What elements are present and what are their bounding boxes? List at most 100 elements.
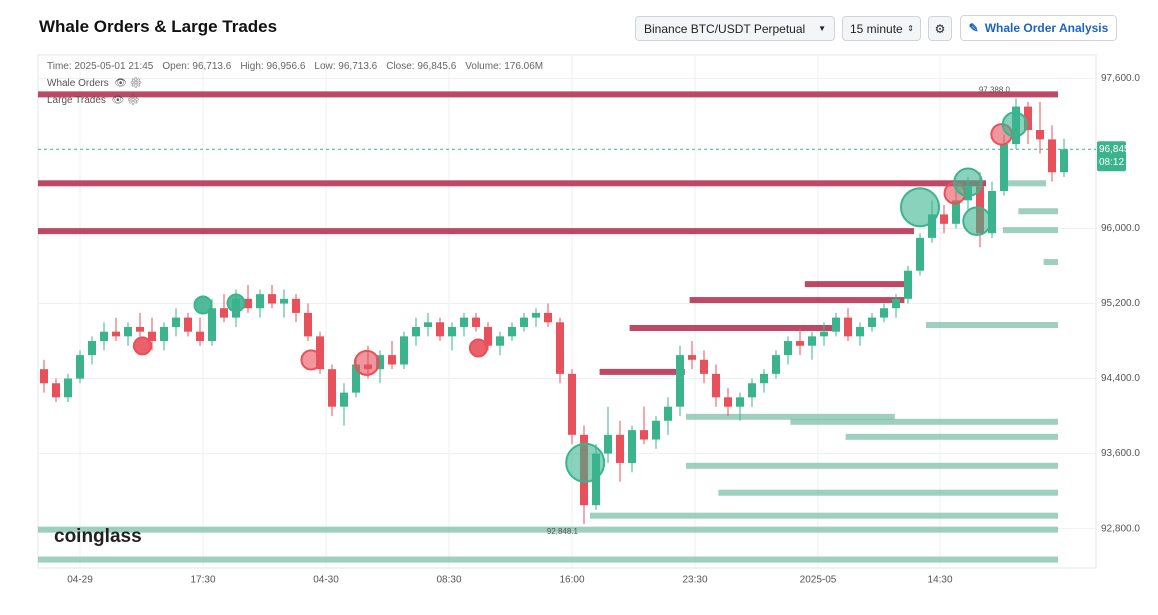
whale-order bbox=[718, 489, 1058, 496]
whale-order bbox=[926, 322, 1058, 329]
candle-body bbox=[676, 355, 684, 407]
candle-body bbox=[376, 355, 384, 370]
candle-body bbox=[688, 355, 696, 360]
large-trade bbox=[226, 293, 246, 313]
x-tick-label: 23:30 bbox=[682, 575, 707, 586]
candle-body bbox=[88, 341, 96, 356]
exchange-select[interactable]: Binance BTC/USDT Perpetual ▼ bbox=[635, 16, 835, 41]
large-trade bbox=[193, 295, 213, 315]
candle-body bbox=[172, 317, 180, 327]
whale-order bbox=[790, 418, 1058, 425]
candle-body bbox=[712, 373, 720, 398]
candle-body bbox=[184, 317, 192, 332]
candle-body bbox=[460, 317, 468, 327]
whale-order bbox=[1002, 227, 1058, 234]
caret: ⇕ bbox=[907, 24, 914, 33]
candle-body bbox=[520, 317, 528, 327]
candle-body bbox=[628, 430, 636, 463]
candle-body bbox=[412, 326, 420, 337]
info-item: Time: 2025-05-01 21:45 bbox=[47, 61, 154, 72]
candle-body bbox=[448, 326, 456, 337]
candle-body bbox=[760, 373, 768, 384]
extreme-label: 97,388.0 bbox=[979, 85, 1011, 94]
candle-body bbox=[1060, 149, 1068, 173]
gear-icon: ⚙ bbox=[934, 21, 946, 36]
whale-order bbox=[845, 433, 1058, 440]
whale-order bbox=[38, 556, 1058, 563]
analysis-button[interactable]: ✎ Whale Order Analysis bbox=[960, 15, 1117, 41]
y-tick-label: 97,600.0 bbox=[1101, 73, 1140, 84]
large-trade bbox=[962, 206, 992, 236]
layer-name: Large Trades bbox=[47, 95, 106, 106]
whale-order bbox=[1018, 208, 1058, 215]
info-item: Open: 96,713.6 bbox=[162, 61, 232, 72]
candle-body bbox=[304, 312, 312, 337]
candle-body bbox=[568, 373, 576, 435]
exchange-label: Binance BTC/USDT Perpetual bbox=[644, 21, 806, 36]
candle-body bbox=[820, 331, 828, 337]
candle-body bbox=[280, 298, 288, 304]
caret: ▼ bbox=[818, 24, 826, 33]
candle-body bbox=[808, 336, 816, 346]
info-item: Volume: 176.06M bbox=[465, 61, 544, 72]
candle-body bbox=[484, 326, 492, 346]
candle-body bbox=[868, 317, 876, 327]
x-tick-label: 2025-05 bbox=[800, 575, 837, 586]
candle-body bbox=[928, 214, 936, 238]
ohlc-info: Time: 2025-05-01 21:45 Open: 96,713.6 High… bbox=[47, 61, 543, 72]
large-trade bbox=[132, 336, 152, 356]
extreme-label: 92,848.1 bbox=[547, 527, 579, 536]
layer-row: Whale Orders 👁 ⚙ bbox=[47, 78, 142, 89]
candle-body bbox=[772, 355, 780, 374]
candle-body bbox=[220, 308, 228, 318]
candle-body bbox=[724, 397, 732, 407]
info-item: Low: 96,713.6 bbox=[314, 61, 378, 72]
candle-body bbox=[244, 298, 252, 309]
candle-body bbox=[604, 434, 612, 454]
y-tick-label: 96,000.0 bbox=[1101, 223, 1140, 234]
whale-order bbox=[686, 462, 1058, 469]
candle-body bbox=[1048, 139, 1056, 173]
plot-frame bbox=[37, 54, 1097, 569]
candle-body bbox=[508, 326, 516, 337]
settings-button[interactable]: ⚙ bbox=[928, 16, 952, 41]
last-price-tag bbox=[1097, 141, 1126, 172]
candle-body bbox=[208, 308, 216, 342]
candle-body bbox=[880, 308, 888, 318]
watermark: coinglass bbox=[54, 526, 142, 547]
whale-order bbox=[689, 297, 905, 304]
candle-body bbox=[436, 322, 444, 337]
candle-body bbox=[856, 326, 864, 337]
candle-body bbox=[616, 434, 624, 463]
candle-body bbox=[340, 392, 348, 407]
candle-body bbox=[388, 355, 396, 365]
large-trade bbox=[900, 187, 940, 228]
y-tick-label: 92,800.0 bbox=[1101, 523, 1140, 534]
candle-body bbox=[892, 298, 900, 309]
interval-select[interactable]: 15 minute ⇕ bbox=[842, 16, 921, 41]
candle-body bbox=[556, 322, 564, 374]
candle-body bbox=[544, 312, 552, 323]
whale-order bbox=[38, 526, 1058, 533]
candle-body bbox=[916, 237, 924, 271]
eye-icon[interactable]: 👁 ⚙ bbox=[108, 95, 140, 106]
candle-body bbox=[472, 317, 480, 327]
candle-body bbox=[124, 326, 132, 337]
candle-body bbox=[64, 378, 72, 398]
candle-body bbox=[532, 312, 540, 318]
whale-order bbox=[38, 91, 1058, 98]
x-tick-label: 04-30 bbox=[313, 575, 339, 586]
large-trade bbox=[353, 349, 380, 376]
x-tick-label: 17:30 bbox=[190, 575, 215, 586]
candle-body bbox=[292, 298, 300, 313]
candle-body bbox=[112, 331, 120, 337]
eye-icon[interactable]: 👁 ⚙ bbox=[111, 78, 143, 89]
interval-label: 15 minute bbox=[850, 21, 903, 36]
whale-order bbox=[38, 228, 914, 235]
candle-body bbox=[100, 331, 108, 342]
candle-body bbox=[844, 317, 852, 337]
countdown-label: 08:12 bbox=[1099, 157, 1124, 168]
candle-body bbox=[424, 322, 432, 327]
large-trade bbox=[300, 349, 322, 371]
candle-body bbox=[988, 190, 996, 234]
